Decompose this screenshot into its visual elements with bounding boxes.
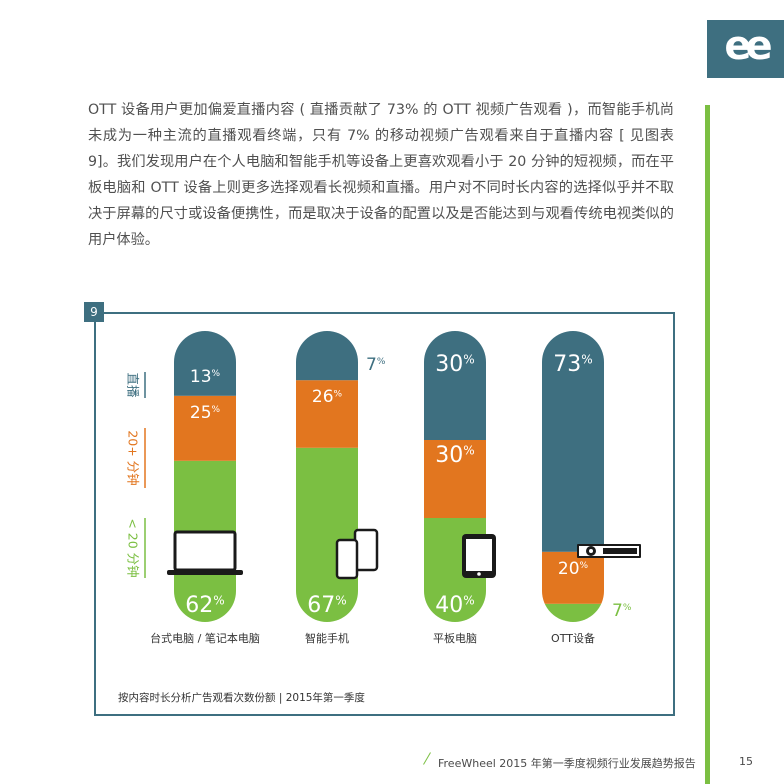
brand-logo: ee (707, 20, 784, 78)
data-label: 25% (190, 403, 221, 423)
category-label: OTT设备 (551, 631, 595, 645)
data-label: 73% (553, 352, 592, 377)
tablet-icon (462, 534, 496, 578)
data-label: 62% (185, 593, 224, 618)
page-number: 15 (739, 755, 753, 768)
bar-segment (174, 395, 236, 461)
data-label: 30% (435, 443, 474, 468)
data-label: 20% (558, 559, 589, 579)
bar-segment (296, 380, 358, 448)
bar-group (296, 331, 358, 622)
footer-report-title: FreeWheel 2015 年第一季度视频行业发展趋势报告 (438, 757, 696, 770)
legend-label: 20+ 分钟 (126, 430, 141, 485)
category-label: 平板电脑 (433, 631, 477, 645)
bar-segment (542, 551, 604, 604)
figure-frame (94, 312, 675, 716)
data-label: 13% (190, 367, 221, 387)
bar-segment (296, 331, 358, 381)
data-label: 26% (312, 387, 343, 407)
brand-logo-glyph: ee (724, 23, 772, 69)
bar-segment (542, 331, 604, 552)
legend-label: 直播 (126, 372, 141, 398)
category-label: 智能手机 (305, 631, 349, 645)
figure-number: 9 (84, 302, 104, 322)
data-label: 30% (435, 352, 474, 377)
smartphone-icon (335, 528, 379, 580)
data-label: 7% (366, 355, 386, 375)
legend-label: < 20 分钟 (126, 518, 141, 577)
bar-group (542, 331, 604, 622)
bar-segment (424, 331, 486, 440)
bar-segment (424, 440, 486, 518)
source-note: 按内容时长分析广告观看次数份额 | 2015年第一季度 (118, 692, 365, 704)
data-label: 67% (307, 593, 346, 618)
data-label: 40% (435, 593, 474, 618)
laptop-icon (167, 530, 243, 575)
bar-segment (542, 603, 604, 622)
accent-side-bar (705, 105, 710, 784)
data-label: 7% (612, 601, 632, 621)
category-label: 台式电脑 / 笔记本电脑 (150, 631, 260, 645)
set-top-box-icon (577, 544, 641, 558)
intro-paragraph: OTT 设备用户更加偏爱直播内容 ( 直播贡献了 73% 的 OTT 视频广告观… (88, 102, 674, 248)
bar-segment (296, 447, 358, 622)
bar-segment (174, 331, 236, 396)
